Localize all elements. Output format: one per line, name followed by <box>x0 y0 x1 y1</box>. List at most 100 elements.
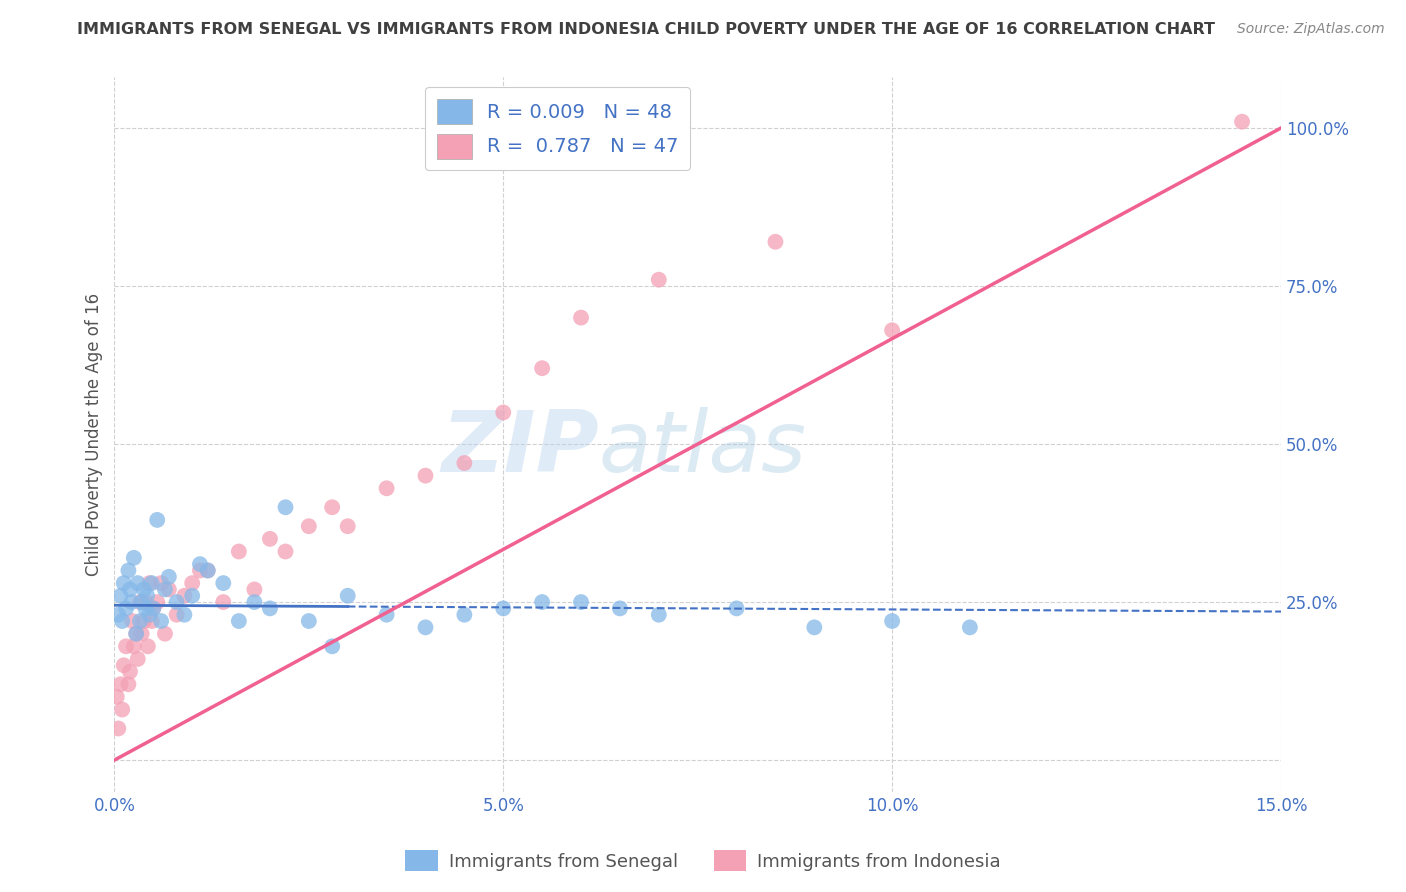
Point <box>110 589 132 603</box>
Text: ZIP: ZIP <box>441 408 599 491</box>
Point <box>298 614 321 628</box>
Point <box>188 557 211 571</box>
Point <box>111 614 134 628</box>
Point <box>146 513 169 527</box>
Point <box>112 576 135 591</box>
Point <box>118 665 141 679</box>
Point <box>132 614 155 628</box>
Y-axis label: Child Poverty Under the Age of 16: Child Poverty Under the Age of 16 <box>86 293 103 576</box>
Point <box>336 519 359 533</box>
Point <box>569 595 592 609</box>
Point <box>118 582 141 597</box>
Point <box>122 640 145 654</box>
Point <box>129 614 152 628</box>
Point <box>228 614 250 628</box>
Point <box>274 544 297 558</box>
Point <box>166 595 188 609</box>
Point <box>492 601 515 615</box>
Point <box>882 323 904 337</box>
Point <box>138 576 160 591</box>
Point <box>127 576 149 591</box>
Point <box>110 677 132 691</box>
Point <box>415 620 437 634</box>
Point <box>105 690 128 704</box>
Point <box>129 595 152 609</box>
Point <box>115 640 138 654</box>
Point <box>243 595 266 609</box>
Point <box>142 601 165 615</box>
Point <box>259 532 281 546</box>
Point <box>150 576 173 591</box>
Point <box>765 235 787 249</box>
Point <box>298 519 321 533</box>
Point <box>336 589 359 603</box>
Point <box>153 626 176 640</box>
Point <box>132 582 155 597</box>
Point <box>274 500 297 515</box>
Point <box>181 576 204 591</box>
Point <box>1230 114 1253 128</box>
Point <box>959 620 981 634</box>
Point <box>134 595 156 609</box>
Point <box>107 607 129 622</box>
Point <box>131 595 153 609</box>
Point <box>243 582 266 597</box>
Point <box>117 564 139 578</box>
Point <box>173 607 195 622</box>
Point <box>415 468 437 483</box>
Point <box>121 614 143 628</box>
Point <box>725 601 748 615</box>
Point <box>882 614 904 628</box>
Point <box>117 677 139 691</box>
Point <box>648 273 671 287</box>
Point <box>141 614 163 628</box>
Point <box>609 601 631 615</box>
Point <box>188 564 211 578</box>
Text: atlas: atlas <box>599 408 807 491</box>
Point <box>321 500 343 515</box>
Legend: R = 0.009   N = 48, R =  0.787   N = 47: R = 0.009 N = 48, R = 0.787 N = 47 <box>425 87 690 170</box>
Point <box>212 576 235 591</box>
Point <box>648 607 671 622</box>
Point <box>531 595 554 609</box>
Point <box>531 361 554 376</box>
Point <box>121 595 143 609</box>
Point <box>127 652 149 666</box>
Point <box>197 564 219 578</box>
Text: Source: ZipAtlas.com: Source: ZipAtlas.com <box>1237 22 1385 37</box>
Point <box>569 310 592 325</box>
Point <box>125 626 148 640</box>
Point <box>321 640 343 654</box>
Text: IMMIGRANTS FROM SENEGAL VS IMMIGRANTS FROM INDONESIA CHILD POVERTY UNDER THE AGE: IMMIGRANTS FROM SENEGAL VS IMMIGRANTS FR… <box>77 22 1215 37</box>
Point <box>181 589 204 603</box>
Point <box>107 722 129 736</box>
Point <box>157 570 180 584</box>
Point <box>136 589 159 603</box>
Point <box>375 481 398 495</box>
Point <box>492 405 515 419</box>
Point <box>803 620 825 634</box>
Point <box>112 658 135 673</box>
Point <box>122 550 145 565</box>
Point <box>141 576 163 591</box>
Point <box>131 626 153 640</box>
Point <box>453 607 475 622</box>
Legend: Immigrants from Senegal, Immigrants from Indonesia: Immigrants from Senegal, Immigrants from… <box>398 843 1008 879</box>
Point <box>375 607 398 622</box>
Point <box>146 595 169 609</box>
Point <box>125 626 148 640</box>
Point <box>453 456 475 470</box>
Point <box>136 640 159 654</box>
Point <box>166 607 188 622</box>
Point <box>212 595 235 609</box>
Point <box>153 582 176 597</box>
Point <box>197 564 219 578</box>
Point <box>115 601 138 615</box>
Point <box>259 601 281 615</box>
Point <box>134 601 156 615</box>
Point <box>111 702 134 716</box>
Point <box>157 582 180 597</box>
Point <box>173 589 195 603</box>
Point <box>142 601 165 615</box>
Point <box>150 614 173 628</box>
